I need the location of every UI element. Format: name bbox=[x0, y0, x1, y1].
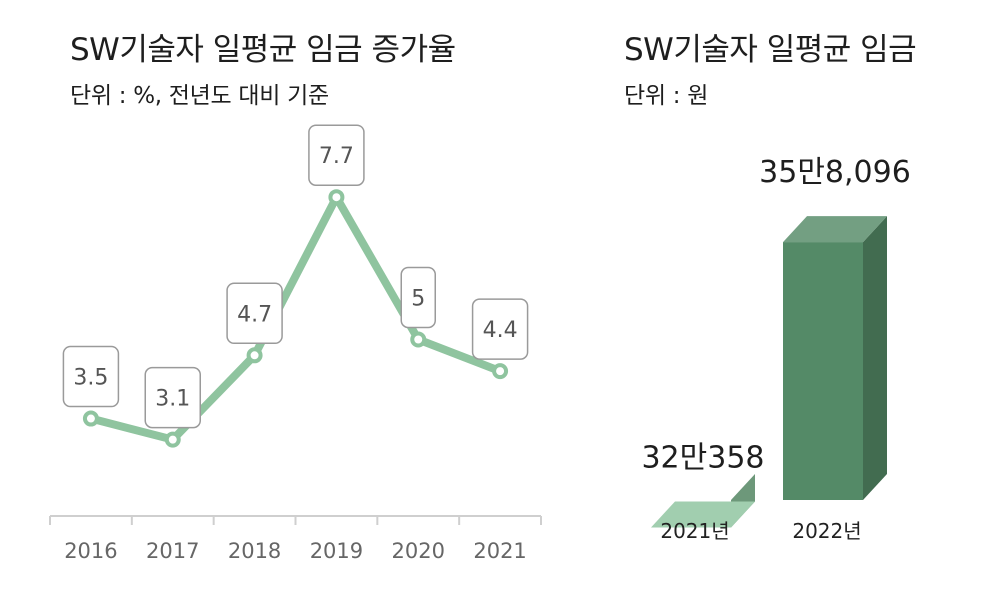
bar-side bbox=[863, 216, 887, 500]
bar-top bbox=[651, 501, 755, 528]
data-point bbox=[410, 331, 427, 348]
x-axis-labels: 2016 2017 2018 2019 2020 2021 bbox=[64, 539, 527, 563]
data-label: 3.1 bbox=[144, 366, 201, 429]
data-label-box bbox=[471, 298, 529, 360]
data-label: 4.4 bbox=[471, 298, 529, 360]
x-tick-label: 2017 bbox=[146, 539, 199, 563]
line-chart: 2016 2017 2018 2019 2020 2021 3.5 3.1 4.7 7.7 5 4.… bbox=[49, 124, 542, 563]
bar-category-label: 2022년 bbox=[792, 519, 861, 543]
data-label: 7.7 bbox=[308, 124, 365, 186]
x-axis-ticks bbox=[49, 516, 542, 525]
x-tick-label: 2018 bbox=[228, 539, 281, 563]
x-tick-label: 2019 bbox=[310, 539, 363, 563]
data-label-box bbox=[226, 282, 283, 345]
line-chart-title: SW기술자 일평균 임금 증가율 bbox=[70, 32, 456, 68]
data-label: 3.5 bbox=[62, 345, 120, 408]
data-label: 4.7 bbox=[226, 282, 283, 345]
bar-front bbox=[783, 242, 863, 500]
bar-chart-title: SW기술자 일평균 임금 bbox=[624, 32, 917, 68]
data-label-box bbox=[400, 266, 436, 329]
data-label-box bbox=[144, 366, 201, 429]
bar-value-label: 35만8,096 bbox=[759, 155, 911, 190]
line-chart-subtitle: 단위 : %, 전년도 대비 기준 bbox=[70, 83, 329, 109]
bar-chart-subtitle: 단위 : 원 bbox=[624, 83, 709, 109]
data-point bbox=[164, 431, 181, 448]
x-tick-label: 2016 bbox=[64, 539, 117, 563]
data-label-text: 4.4 bbox=[483, 318, 518, 343]
data-label-box bbox=[62, 345, 120, 408]
data-label-text: 7.7 bbox=[319, 144, 354, 169]
data-point bbox=[246, 347, 263, 364]
bar-category-label: 2021년 bbox=[660, 519, 729, 543]
bar-top bbox=[783, 216, 887, 243]
data-labels: 3.5 3.1 4.7 7.7 5 4.4 bbox=[62, 124, 529, 429]
data-label-text: 3.1 bbox=[155, 387, 190, 412]
data-point bbox=[82, 410, 99, 427]
data-point bbox=[492, 363, 509, 380]
x-tick-label: 2020 bbox=[392, 539, 445, 563]
series-line bbox=[86, 193, 505, 444]
bar bbox=[783, 216, 887, 500]
data-points bbox=[82, 189, 509, 448]
bar-chart: 32만358 2021년 35만8,096 2022년 bbox=[641, 155, 910, 543]
data-label-text: 5 bbox=[411, 287, 425, 312]
data-label-text: 4.7 bbox=[237, 302, 272, 327]
data-label-text: 3.5 bbox=[73, 366, 108, 391]
data-label: 5 bbox=[400, 266, 436, 329]
data-label-box bbox=[308, 124, 365, 186]
data-point bbox=[328, 189, 345, 206]
x-tick-label: 2021 bbox=[473, 539, 526, 563]
bar-value-label: 32만358 bbox=[641, 440, 764, 475]
bar bbox=[651, 474, 755, 528]
